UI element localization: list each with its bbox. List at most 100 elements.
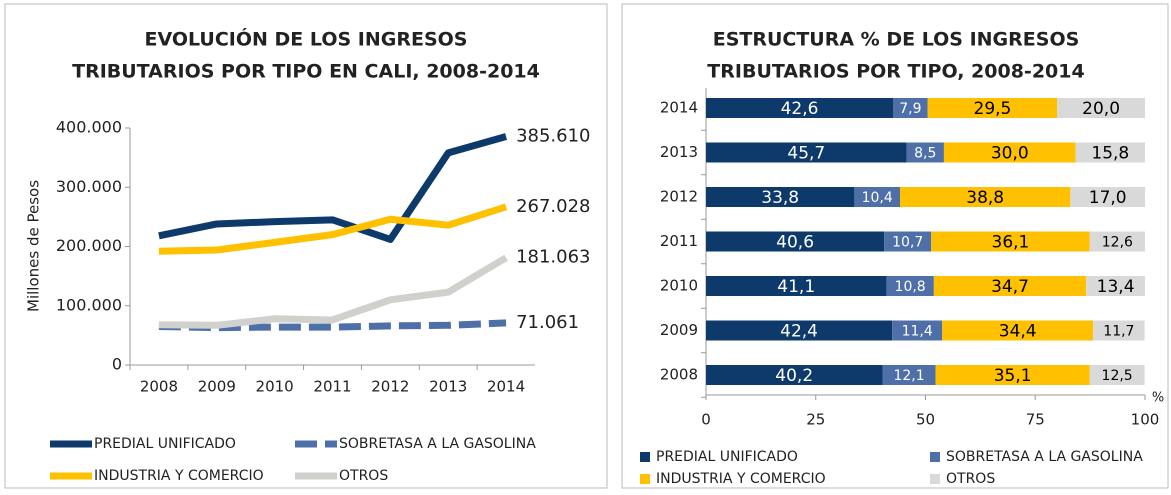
bar-segment xyxy=(882,365,936,385)
bar-segment xyxy=(854,187,901,207)
data-label: 38,8 xyxy=(966,188,1004,208)
bar-segment xyxy=(927,98,1058,118)
y-tick-label: 2013 xyxy=(660,143,698,161)
data-label: 71.061 xyxy=(516,312,579,333)
bar-segment xyxy=(935,365,1090,385)
data-label: 20,0 xyxy=(1082,99,1120,119)
data-label: 29,5 xyxy=(974,99,1012,119)
legend-swatch xyxy=(930,474,940,484)
legend-label: SOBRETASA A LA GASOLINA xyxy=(339,436,536,452)
data-label: 42,4 xyxy=(780,322,818,342)
data-label: 11,7 xyxy=(1103,324,1134,340)
y-tick-label: 2008 xyxy=(660,366,698,384)
chart-title: TRIBUTARIOS POR TIPO, 2008-2014 xyxy=(707,61,1084,83)
data-label: 40,2 xyxy=(775,366,813,386)
data-label: 12,5 xyxy=(1102,368,1133,384)
bar-segment xyxy=(1075,142,1145,163)
line xyxy=(158,254,508,329)
legend-label: PREDIAL UNIFICADO xyxy=(94,436,236,452)
legend-swatch xyxy=(930,452,940,462)
y-tick-label: 100.000 xyxy=(56,295,122,314)
x-tick-label: 2014 xyxy=(487,378,525,396)
data-label: 30,0 xyxy=(991,144,1029,164)
legend-label: OTROS xyxy=(946,471,995,487)
line xyxy=(158,133,508,243)
x-tick-label: 2009 xyxy=(198,378,236,396)
legend-label: SOBRETASA A LA GASOLINA xyxy=(946,449,1143,465)
data-label: 33,8 xyxy=(761,188,799,208)
legend-swatch xyxy=(640,452,650,462)
y-tick-label: 0 xyxy=(112,355,122,374)
data-label: 267.028 xyxy=(516,196,590,217)
bar-segment xyxy=(942,320,1094,341)
y-tick-label: 2014 xyxy=(660,99,698,117)
y-tick-label: 2010 xyxy=(660,277,698,295)
chart-title: EVOLUCIÓN DE LOS INGRESOS xyxy=(145,27,468,51)
data-label: 36,1 xyxy=(992,233,1030,253)
x-axis-label: % xyxy=(1152,391,1164,406)
bar-segment xyxy=(1089,231,1145,252)
data-label: 45,7 xyxy=(787,144,825,164)
bar-segment xyxy=(931,231,1090,252)
y-tick-label: 200.000 xyxy=(56,236,122,255)
data-label: 13,4 xyxy=(1097,277,1135,297)
bar-segment xyxy=(706,187,855,207)
data-label: 10,7 xyxy=(892,235,923,251)
x-tick-label: 0 xyxy=(701,411,711,429)
bar-segment xyxy=(1070,187,1145,207)
panel-right xyxy=(621,3,1169,489)
bar-segment xyxy=(706,231,885,252)
y-tick-label: 2009 xyxy=(660,321,698,339)
x-tick-label: 2008 xyxy=(140,378,178,396)
chart-title: ESTRUCTURA % DE LOS INGRESOS xyxy=(713,29,1080,51)
data-label: 34,7 xyxy=(991,277,1029,297)
bar-segment xyxy=(906,142,944,163)
bar-segment xyxy=(706,276,887,296)
x-tick-label: 100 xyxy=(1131,411,1160,429)
data-label: 34,4 xyxy=(999,322,1037,342)
y-tick-label: 300.000 xyxy=(56,177,122,196)
x-tick-label: 2013 xyxy=(429,378,467,396)
data-label: 42,6 xyxy=(781,99,819,119)
x-tick-label: 2012 xyxy=(371,378,409,396)
data-label: 10,8 xyxy=(895,279,926,295)
y-tick-label: 400.000 xyxy=(56,118,122,137)
data-label: 12,1 xyxy=(893,368,924,384)
data-label: 11,4 xyxy=(902,324,933,340)
legend-swatch xyxy=(640,474,650,484)
data-label: 181.063 xyxy=(516,247,590,268)
line xyxy=(158,319,507,332)
x-tick-label: 2010 xyxy=(256,378,294,396)
bar-segment xyxy=(1057,98,1145,118)
bar-segment xyxy=(943,142,1076,163)
bar-segment xyxy=(706,98,894,118)
data-label: 15,8 xyxy=(1091,144,1129,164)
bar-segment xyxy=(1093,320,1145,341)
bar-segment xyxy=(893,98,928,118)
data-label: 10,4 xyxy=(862,190,893,206)
y-tick-label: 2011 xyxy=(660,232,698,250)
data-label: 12,6 xyxy=(1102,235,1133,251)
panel-left xyxy=(4,3,608,489)
legend-label: PREDIAL UNIFICADO xyxy=(656,449,798,465)
legend-label: OTROS xyxy=(339,468,388,484)
bar-segment xyxy=(933,276,1087,296)
data-label: 385.610 xyxy=(516,126,590,147)
data-label: 17,0 xyxy=(1089,188,1127,208)
bar-segment xyxy=(1089,365,1145,385)
bar-segment xyxy=(892,320,943,341)
y-axis-label: Millones de Pesos xyxy=(25,180,43,312)
legend-label: INDUSTRIA Y COMERCIO xyxy=(94,468,264,484)
x-tick-label: 2011 xyxy=(313,378,351,396)
x-tick-label: 50 xyxy=(916,411,935,429)
data-label: 41,1 xyxy=(777,277,815,297)
data-label: 7,9 xyxy=(899,101,921,117)
bar-segment xyxy=(1086,276,1145,296)
bar-segment xyxy=(706,320,893,341)
line xyxy=(158,203,508,255)
bar-segment xyxy=(706,142,907,163)
bar-segment xyxy=(884,231,932,252)
bar-segment xyxy=(900,187,1071,207)
y-tick-label: 2012 xyxy=(660,188,698,206)
